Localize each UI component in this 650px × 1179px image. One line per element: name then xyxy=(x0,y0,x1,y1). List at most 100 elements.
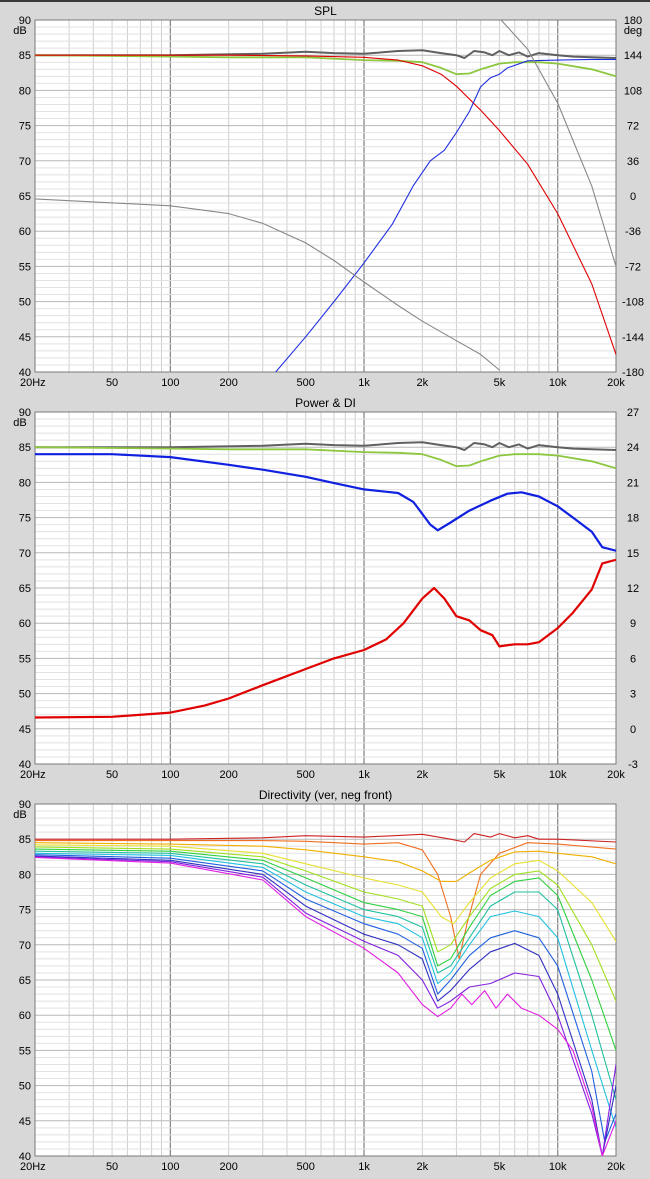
spl-chart: SPL dB deg 90 85 80 75 70 65 60 55 50 45 40 180 144 108 7… xyxy=(0,2,650,394)
y2-tick-label: 9 xyxy=(630,618,636,630)
y-tick-label: 40 xyxy=(19,367,31,379)
plot-border xyxy=(34,803,617,1157)
y-tick-label: 60 xyxy=(19,1010,31,1022)
x-tick-label: 500 xyxy=(297,377,315,389)
y-tick-label: 65 xyxy=(19,191,31,203)
series-group xyxy=(35,441,616,719)
y-tick-label: 45 xyxy=(19,1116,31,1128)
y2-tick-label: 21 xyxy=(627,477,639,489)
series-line-0 xyxy=(35,49,616,59)
series-line-10 xyxy=(35,856,616,1156)
series-line-2 xyxy=(35,54,616,355)
y-tick-label: 45 xyxy=(19,724,31,736)
y-tick-label: 40 xyxy=(19,759,31,771)
x-tick-label: 200 xyxy=(219,377,237,389)
x-tick-label: 20k xyxy=(607,1161,625,1173)
series-line-7 xyxy=(35,852,616,1129)
x-tick-label: 20Hz xyxy=(20,769,46,781)
y-tick-label: 55 xyxy=(19,653,31,665)
series-line-1 xyxy=(35,54,616,78)
y-tick-label: 45 xyxy=(19,332,31,344)
series-line-8 xyxy=(35,854,616,1143)
series-line-5 xyxy=(500,20,616,267)
y-tick-label: 90 xyxy=(19,407,31,419)
y2-tick-label: -108 xyxy=(622,297,644,309)
series-line-2 xyxy=(35,842,616,882)
series-line-0 xyxy=(35,441,616,451)
y-tick-label: 50 xyxy=(19,689,31,701)
x-tick-label: 500 xyxy=(297,1161,315,1173)
x-tick-label: 1k xyxy=(358,1161,370,1173)
series-group xyxy=(35,833,616,1156)
series-line-0 xyxy=(35,833,616,843)
y-tick-label: 80 xyxy=(19,85,31,97)
x-tick-label: 20Hz xyxy=(20,1161,46,1173)
power-di-chart: Power & DIdB9085807570656055504540272421… xyxy=(0,394,650,786)
y-tick-label: 70 xyxy=(19,156,31,168)
x-tick-label: 5k xyxy=(494,769,506,781)
y-tick-label: 75 xyxy=(19,513,31,525)
series-line-11 xyxy=(35,856,616,1156)
y2-tick-label: 6 xyxy=(630,653,636,665)
series-line-1 xyxy=(35,840,616,960)
y-tick-label: 55 xyxy=(19,261,31,273)
x-tick-label: 200 xyxy=(219,1161,237,1173)
y2-tick-label: 12 xyxy=(627,583,639,595)
grid xyxy=(34,20,617,372)
y-tick-label: 80 xyxy=(19,477,31,489)
y-tick-label: 60 xyxy=(19,618,31,630)
x-tick-label: 20k xyxy=(607,769,625,781)
y2-tick-label: 27 xyxy=(627,407,639,419)
y2-tick-label: 180 xyxy=(624,15,642,27)
y-tick-label: 85 xyxy=(19,442,31,454)
x-tick-label: 100 xyxy=(161,769,179,781)
x-tick-label: 10k xyxy=(549,377,567,389)
y-axis-unit: dB xyxy=(13,417,26,429)
y-tick-label: 75 xyxy=(19,905,31,917)
series-line-4 xyxy=(35,846,616,1002)
y2-tick-label: 36 xyxy=(627,156,639,168)
y2-tick-label: 144 xyxy=(624,50,642,62)
series-line-2 xyxy=(35,453,616,552)
y-tick-label: 70 xyxy=(19,940,31,952)
plot-border xyxy=(34,411,617,765)
y2-tick-label: -36 xyxy=(625,226,641,238)
y-tick-label: 70 xyxy=(19,548,31,560)
x-tick-label: 200 xyxy=(219,769,237,781)
y2-tick-label: -180 xyxy=(622,367,644,379)
y-tick-label: 90 xyxy=(19,15,31,27)
chart-title: Directivity (ver, neg front) xyxy=(259,788,392,802)
x-tick-label: 500 xyxy=(297,769,315,781)
x-tick-label: 10k xyxy=(549,1161,567,1173)
y-tick-label: 65 xyxy=(19,975,31,987)
x-tick-label: 1k xyxy=(358,769,370,781)
x-tick-label: 10k xyxy=(549,769,567,781)
y-tick-label: 80 xyxy=(19,869,31,881)
x-tick-label: 2k xyxy=(417,769,429,781)
x-tick-label: 2k xyxy=(417,1161,429,1173)
x-tick-label: 1k xyxy=(358,377,370,389)
x-tick-label: 2k xyxy=(417,377,429,389)
series-line-4 xyxy=(35,198,500,371)
y2-tick-label: 0 xyxy=(630,191,636,203)
x-tick-label: 5k xyxy=(494,377,506,389)
y-tick-label: 85 xyxy=(19,50,31,62)
chart-title: SPL xyxy=(314,4,337,18)
y-tick-label: 75 xyxy=(19,121,31,133)
y-tick-label: 65 xyxy=(19,583,31,595)
y2-tick-label: 24 xyxy=(627,442,639,454)
x-tick-label: 100 xyxy=(161,1161,179,1173)
y2-axis-unit: deg xyxy=(624,25,642,37)
y2-tick-label: -144 xyxy=(622,332,644,344)
series-line-1 xyxy=(35,446,616,470)
series-line-3 xyxy=(35,844,616,942)
series-line-5 xyxy=(35,848,616,1051)
series-group xyxy=(35,20,616,372)
plot-border xyxy=(34,19,617,373)
x-tick-label: 50 xyxy=(106,1161,118,1173)
y-tick-label: 40 xyxy=(19,1151,31,1163)
y-tick-label: 50 xyxy=(19,1081,31,1093)
x-tick-label: 5k xyxy=(494,1161,506,1173)
y-tick-label: 60 xyxy=(19,226,31,238)
